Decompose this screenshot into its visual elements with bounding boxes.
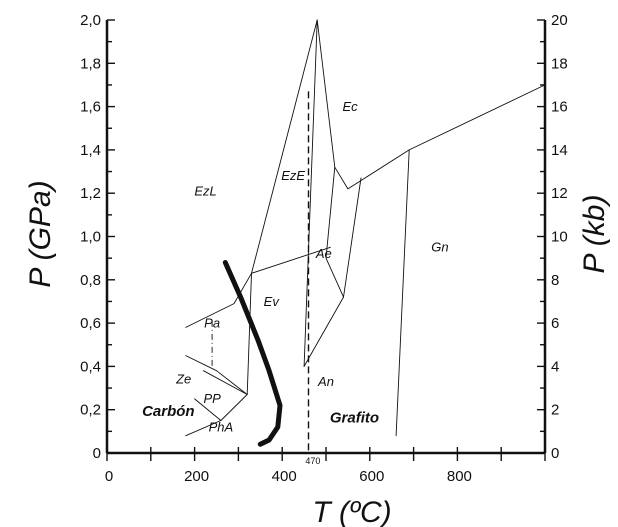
series-line-6 — [303, 296, 344, 367]
series-line-1 — [185, 272, 252, 328]
field-label-pa: Pa — [204, 315, 220, 330]
x-tick-label: 400 — [272, 468, 297, 485]
x-tick-label: 600 — [359, 468, 384, 485]
y-left-tick-label: 0 — [93, 445, 101, 462]
y-right-tick-label: 10 — [551, 229, 568, 246]
y-right-tick-label: 4 — [551, 358, 559, 375]
y-left-tick-label: 2,0 — [80, 12, 101, 29]
y-axis-left-title: P (GPa) — [24, 180, 57, 287]
series-line-4 — [303, 19, 318, 367]
y-left-tick-label: 0,6 — [80, 315, 101, 332]
tick-labels: 0 0,2 0,4 0,6 0,8 1,0 1,2 1,4 1,6 1,8 2,0 0 2 4 6 8 10 12… — [80, 12, 568, 485]
field-label-ae: Ae — [315, 246, 332, 261]
series-line-7 — [185, 272, 252, 437]
x-tick-label: 0 — [105, 468, 113, 485]
field-labels: Ec EzE EzL Ae Gn Ev Pa Ze An PP PhA Carbón Grafito 47… — [142, 99, 448, 466]
y-right-tick-label: 0 — [551, 445, 559, 462]
y-right-tick-label: 12 — [551, 185, 568, 202]
y-right-tick-label: 18 — [551, 55, 568, 72]
y-left-tick-label: 0,8 — [80, 272, 101, 289]
y-right-tick-label: 14 — [551, 142, 568, 159]
y-left-tick-label: 0,4 — [80, 358, 101, 375]
y-right-tick-label: 16 — [551, 99, 568, 116]
plot-lines — [185, 19, 546, 453]
field-label-eze: EzE — [281, 168, 305, 183]
series-line-3 — [251, 19, 546, 274]
series-line-9 — [202, 370, 248, 395]
field-label-ze: Ze — [175, 372, 191, 387]
y-right-tick-label: 20 — [551, 12, 568, 29]
field-label-pp: PP — [203, 391, 221, 406]
y-left-tick-label: 1,4 — [80, 142, 101, 159]
field-label-an: An — [317, 374, 334, 389]
x-tick-label: 200 — [184, 468, 209, 485]
x-tick-label: 800 — [447, 468, 472, 485]
field-label-ezl: EzL — [194, 183, 216, 198]
y-right-tick-label: 6 — [551, 315, 559, 332]
x-axis-title: T (ºC) — [312, 496, 391, 527]
field-label-grafito: Grafito — [330, 410, 379, 427]
field-label-pha: PhA — [209, 419, 234, 434]
field-label-ev: Ev — [264, 294, 281, 309]
y-axis-right-title: P (kb) — [578, 195, 611, 274]
series-line-11 — [395, 149, 410, 437]
field-label-ec: Ec — [343, 99, 359, 114]
y-right-tick-label: 8 — [551, 272, 559, 289]
y-left-tick-label: 1,8 — [80, 55, 101, 72]
series-line-8 — [185, 355, 248, 395]
y-right-tick-label: 2 — [551, 402, 559, 419]
y-left-tick-label: 1,0 — [80, 229, 101, 246]
field-label-470: 470 — [305, 456, 320, 466]
field-label-gn: Gn — [431, 240, 448, 255]
series-line-10 — [194, 398, 222, 421]
field-label-carb-n: Carbón — [142, 403, 195, 420]
y-left-tick-label: 1,2 — [80, 185, 101, 202]
series-line-2 — [251, 246, 331, 274]
series-line-5 — [325, 166, 362, 298]
series-line-14 — [222, 260, 283, 447]
y-left-tick-label: 0,2 — [80, 402, 101, 419]
y-left-tick-label: 1,6 — [80, 99, 101, 116]
plot-axes — [105, 19, 547, 461]
